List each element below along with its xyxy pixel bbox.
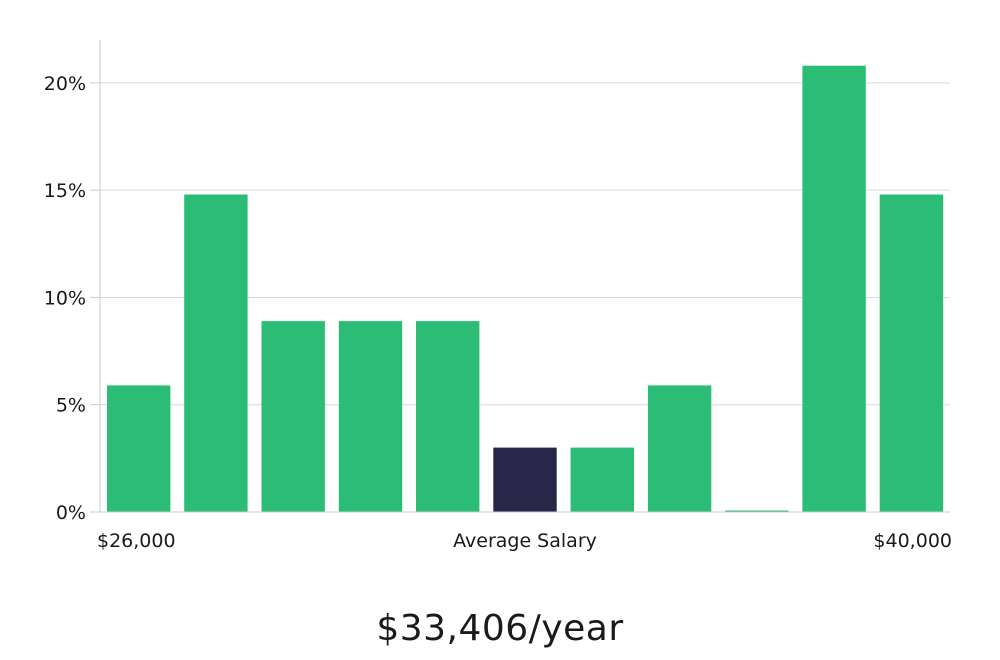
bar [802,65,866,512]
bars [107,65,944,512]
bar [107,385,171,512]
y-tick-label: 5% [56,395,86,417]
bar [261,321,325,512]
y-tick-label: 0% [56,502,86,524]
bar [879,194,944,512]
x-max-label: $40,000 [873,530,952,552]
bar-highlight-average [493,447,557,512]
bar [647,385,712,512]
bar [338,321,403,512]
x-axis-label: Average Salary [453,530,597,552]
axes [90,40,950,513]
bar [416,321,480,512]
x-min-label: $26,000 [97,530,176,552]
bar [570,447,634,512]
y-tick-label: 10% [44,287,86,309]
y-tick-label: 20% [44,73,86,95]
bar [725,510,789,512]
bar-chart: 0% 5% 10% 15% 20% $26,000 Average Salary $40… [44,40,952,552]
average-salary-title: $33,406/year [376,608,624,649]
bar [184,194,248,512]
y-tick-label: 15% [44,180,86,202]
y-tick-labels: 0% 5% 10% 15% 20% [44,73,86,524]
